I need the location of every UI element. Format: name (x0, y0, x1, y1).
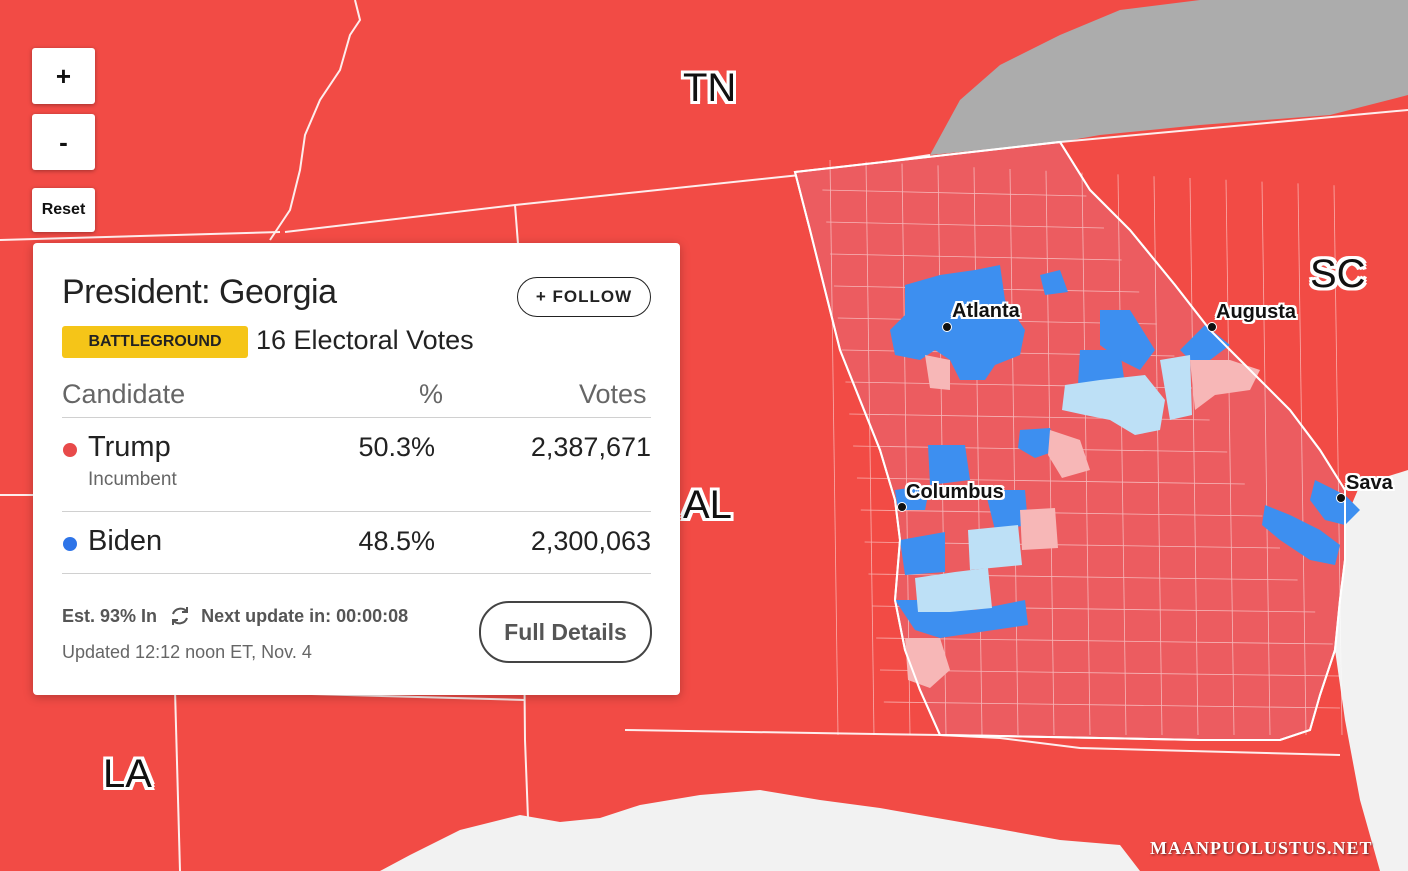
candidate-pct: 50.3% (358, 432, 435, 462)
candidate-name: Trump (88, 431, 171, 463)
county-pink-4[interactable] (905, 638, 950, 688)
watermark: MAANPUOLUSTUS.NET (1150, 838, 1373, 858)
state-label-tn: TN (683, 66, 737, 110)
update-status: Est. 93% In Next update in: 00:00:08 (62, 604, 408, 628)
state-label-al: AL (683, 483, 732, 527)
county-pink-1[interactable] (1190, 360, 1260, 410)
city-dot-columbus (897, 502, 907, 512)
city-dot-augusta (1207, 322, 1217, 332)
county-blue-richmond[interactable] (1180, 325, 1230, 360)
county-lightblue-2[interactable] (1160, 355, 1192, 420)
refresh-icon (172, 607, 189, 625)
county-blue-chatham[interactable] (1262, 505, 1340, 565)
zoom-in-button[interactable]: + (32, 48, 95, 104)
row-divider (62, 573, 651, 574)
full-details-button[interactable]: Full Details (479, 601, 652, 663)
zoom-out-button[interactable]: - (32, 114, 95, 170)
county-pink-3[interactable] (1048, 430, 1090, 478)
city-label-augusta: Augusta (1216, 301, 1296, 323)
biden-party-dot (63, 537, 77, 551)
column-header-candidate: Candidate (62, 379, 186, 409)
county-lightblue-3[interactable] (968, 525, 1022, 570)
county-blue-savannah[interactable] (1310, 480, 1360, 525)
battleground-badge: BATTLEGROUND (62, 326, 248, 358)
candidate-votes: 2,387,671 (530, 432, 651, 462)
candidate-name: Biden (88, 525, 163, 557)
gulf-water (380, 790, 1140, 871)
header-divider (62, 417, 651, 418)
county-blue-gwinnett[interactable] (1040, 270, 1068, 295)
follow-button[interactable]: + FOLLOW (517, 277, 651, 317)
updated-timestamp: Updated 12:12 noon ET, Nov. 4 (62, 642, 312, 662)
state-label-la: LA (103, 752, 152, 796)
city-label-columbus: Columbus (906, 481, 1004, 503)
county-blue-atlanta[interactable] (890, 265, 1025, 380)
atlantic-water (1335, 470, 1408, 871)
electoral-votes: 16 Electoral Votes (256, 325, 474, 355)
county-blue-talbot[interactable] (928, 445, 970, 485)
state-label-sc: SC (1310, 252, 1366, 296)
incumbent-label: Incumbent (88, 469, 177, 490)
row-divider (62, 511, 651, 512)
reset-button[interactable]: Reset (32, 188, 95, 232)
est-reporting: Est. 93% In (62, 606, 158, 626)
column-header-pct: % (419, 379, 444, 409)
county-pink-2[interactable] (1020, 508, 1058, 550)
county-lightblue-1[interactable] (1062, 375, 1165, 435)
state-gray[interactable] (930, 0, 1408, 155)
county-lightblue-4[interactable] (915, 568, 992, 612)
column-header-votes: Votes (579, 379, 647, 409)
county-blue-bibb[interactable] (1018, 428, 1058, 458)
county-fills (890, 265, 1360, 688)
next-update: Next update in: 00:00:08 (201, 606, 409, 626)
county-pink-5[interactable] (925, 355, 950, 390)
candidate-votes: 2,300,063 (530, 526, 651, 556)
trump-party-dot (63, 443, 77, 457)
race-title: President: Georgia (62, 273, 337, 311)
candidate-pct: 48.5% (358, 526, 435, 556)
city-label-atlanta: Atlanta (952, 300, 1020, 322)
county-blue-stewart[interactable] (900, 532, 945, 575)
results-card: President: Georgia + FOLLOW BATTLEGROUND… (33, 243, 680, 695)
city-label-savannah: Sava (1346, 472, 1393, 494)
city-dot-savannah (1336, 493, 1346, 503)
county-blue-macon[interactable] (985, 490, 1028, 530)
city-dot-atlanta (942, 322, 952, 332)
